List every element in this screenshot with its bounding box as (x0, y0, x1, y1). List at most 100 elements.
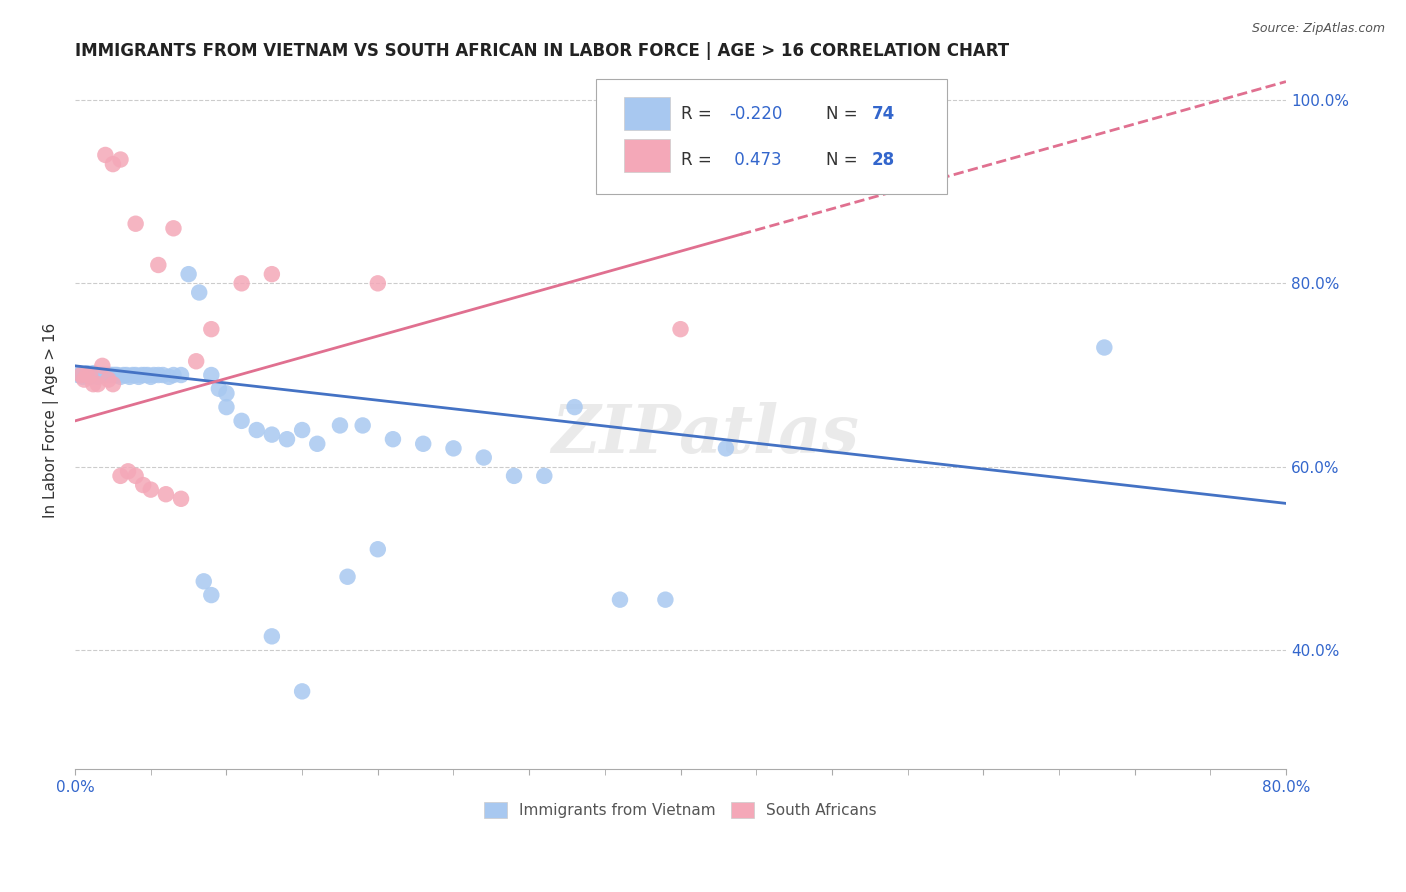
Y-axis label: In Labor Force | Age > 16: In Labor Force | Age > 16 (44, 323, 59, 518)
Point (97, 368, 120, 382)
Text: -0.220: -0.220 (728, 104, 782, 122)
Text: R =: R = (681, 104, 717, 122)
Point (200, 322, 222, 336)
Text: 74: 74 (872, 104, 896, 122)
Point (215, 400, 238, 414)
Point (101, 368, 124, 382)
Point (381, 432, 404, 446)
Point (101, 157, 124, 171)
Point (609, 592, 631, 607)
Point (367, 277, 389, 291)
Point (208, 382, 231, 396)
Point (76, 366, 98, 380)
Point (352, 418, 374, 433)
Point (131, 368, 153, 382)
Point (79, 369, 101, 384)
Point (188, 285, 211, 300)
Point (139, 369, 162, 384)
Point (170, 368, 193, 382)
Point (148, 368, 170, 382)
Point (110, 468, 132, 483)
Point (100, 368, 122, 382)
Point (91, 368, 114, 382)
Point (157, 369, 180, 384)
Point (107, 368, 129, 382)
Point (200, 588, 222, 602)
Point (503, 468, 526, 483)
Point (291, 423, 314, 437)
Point (96, 368, 118, 382)
Point (73, 368, 96, 382)
Point (1092, 341, 1115, 355)
Point (336, 570, 359, 584)
Point (84, 368, 107, 382)
Text: 28: 28 (872, 151, 896, 169)
Point (104, 368, 127, 382)
Point (162, 221, 184, 235)
Point (200, 368, 222, 382)
Point (112, 368, 135, 382)
Point (110, 369, 132, 384)
Point (443, 442, 465, 456)
Point (142, 368, 165, 382)
Point (132, 478, 155, 492)
Point (118, 369, 141, 384)
Point (67, 368, 90, 382)
Point (72, 369, 94, 384)
Point (260, 427, 283, 442)
Point (87, 377, 110, 392)
Point (177, 267, 200, 281)
Point (654, 592, 676, 607)
Point (329, 418, 352, 433)
Point (110, 153, 132, 167)
FancyBboxPatch shape (596, 79, 946, 194)
Point (97, 373, 120, 387)
Point (70, 368, 93, 382)
Point (80, 368, 103, 382)
Point (73, 373, 96, 387)
Point (162, 368, 184, 382)
Point (714, 442, 737, 456)
Point (103, 368, 125, 382)
Point (186, 354, 208, 368)
Point (193, 574, 215, 589)
Point (260, 629, 283, 643)
Point (79, 368, 101, 382)
Point (128, 369, 150, 384)
Point (148, 258, 170, 272)
Point (136, 368, 159, 382)
Text: R =: R = (681, 151, 717, 169)
Point (124, 217, 146, 231)
Point (87, 369, 110, 384)
FancyBboxPatch shape (624, 138, 669, 172)
Text: IMMIGRANTS FROM VIETNAM VS SOUTH AFRICAN IN LABOR FORCE | AGE > 16 CORRELATION C: IMMIGRANTS FROM VIETNAM VS SOUTH AFRICAN… (75, 42, 1010, 60)
Point (231, 277, 253, 291)
Point (134, 368, 156, 382)
FancyBboxPatch shape (624, 97, 669, 130)
Point (82, 377, 104, 392)
Point (291, 684, 314, 698)
Text: ZIPatlas: ZIPatlas (551, 402, 859, 467)
Point (412, 437, 434, 451)
Point (70, 368, 93, 382)
Point (564, 400, 586, 414)
Point (98, 368, 121, 382)
Point (260, 267, 283, 281)
Point (91, 359, 114, 373)
Text: N =: N = (825, 104, 863, 122)
Point (83, 368, 105, 382)
Point (155, 487, 177, 501)
Text: 0.473: 0.473 (728, 151, 782, 169)
Text: N =: N = (825, 151, 863, 169)
Point (472, 450, 495, 465)
Point (117, 464, 139, 478)
Point (90, 368, 112, 382)
Point (101, 377, 124, 392)
Point (215, 386, 238, 401)
Point (93, 368, 115, 382)
Point (121, 368, 143, 382)
Point (89, 368, 111, 382)
Point (76, 368, 98, 382)
Point (170, 491, 193, 506)
Point (231, 414, 253, 428)
